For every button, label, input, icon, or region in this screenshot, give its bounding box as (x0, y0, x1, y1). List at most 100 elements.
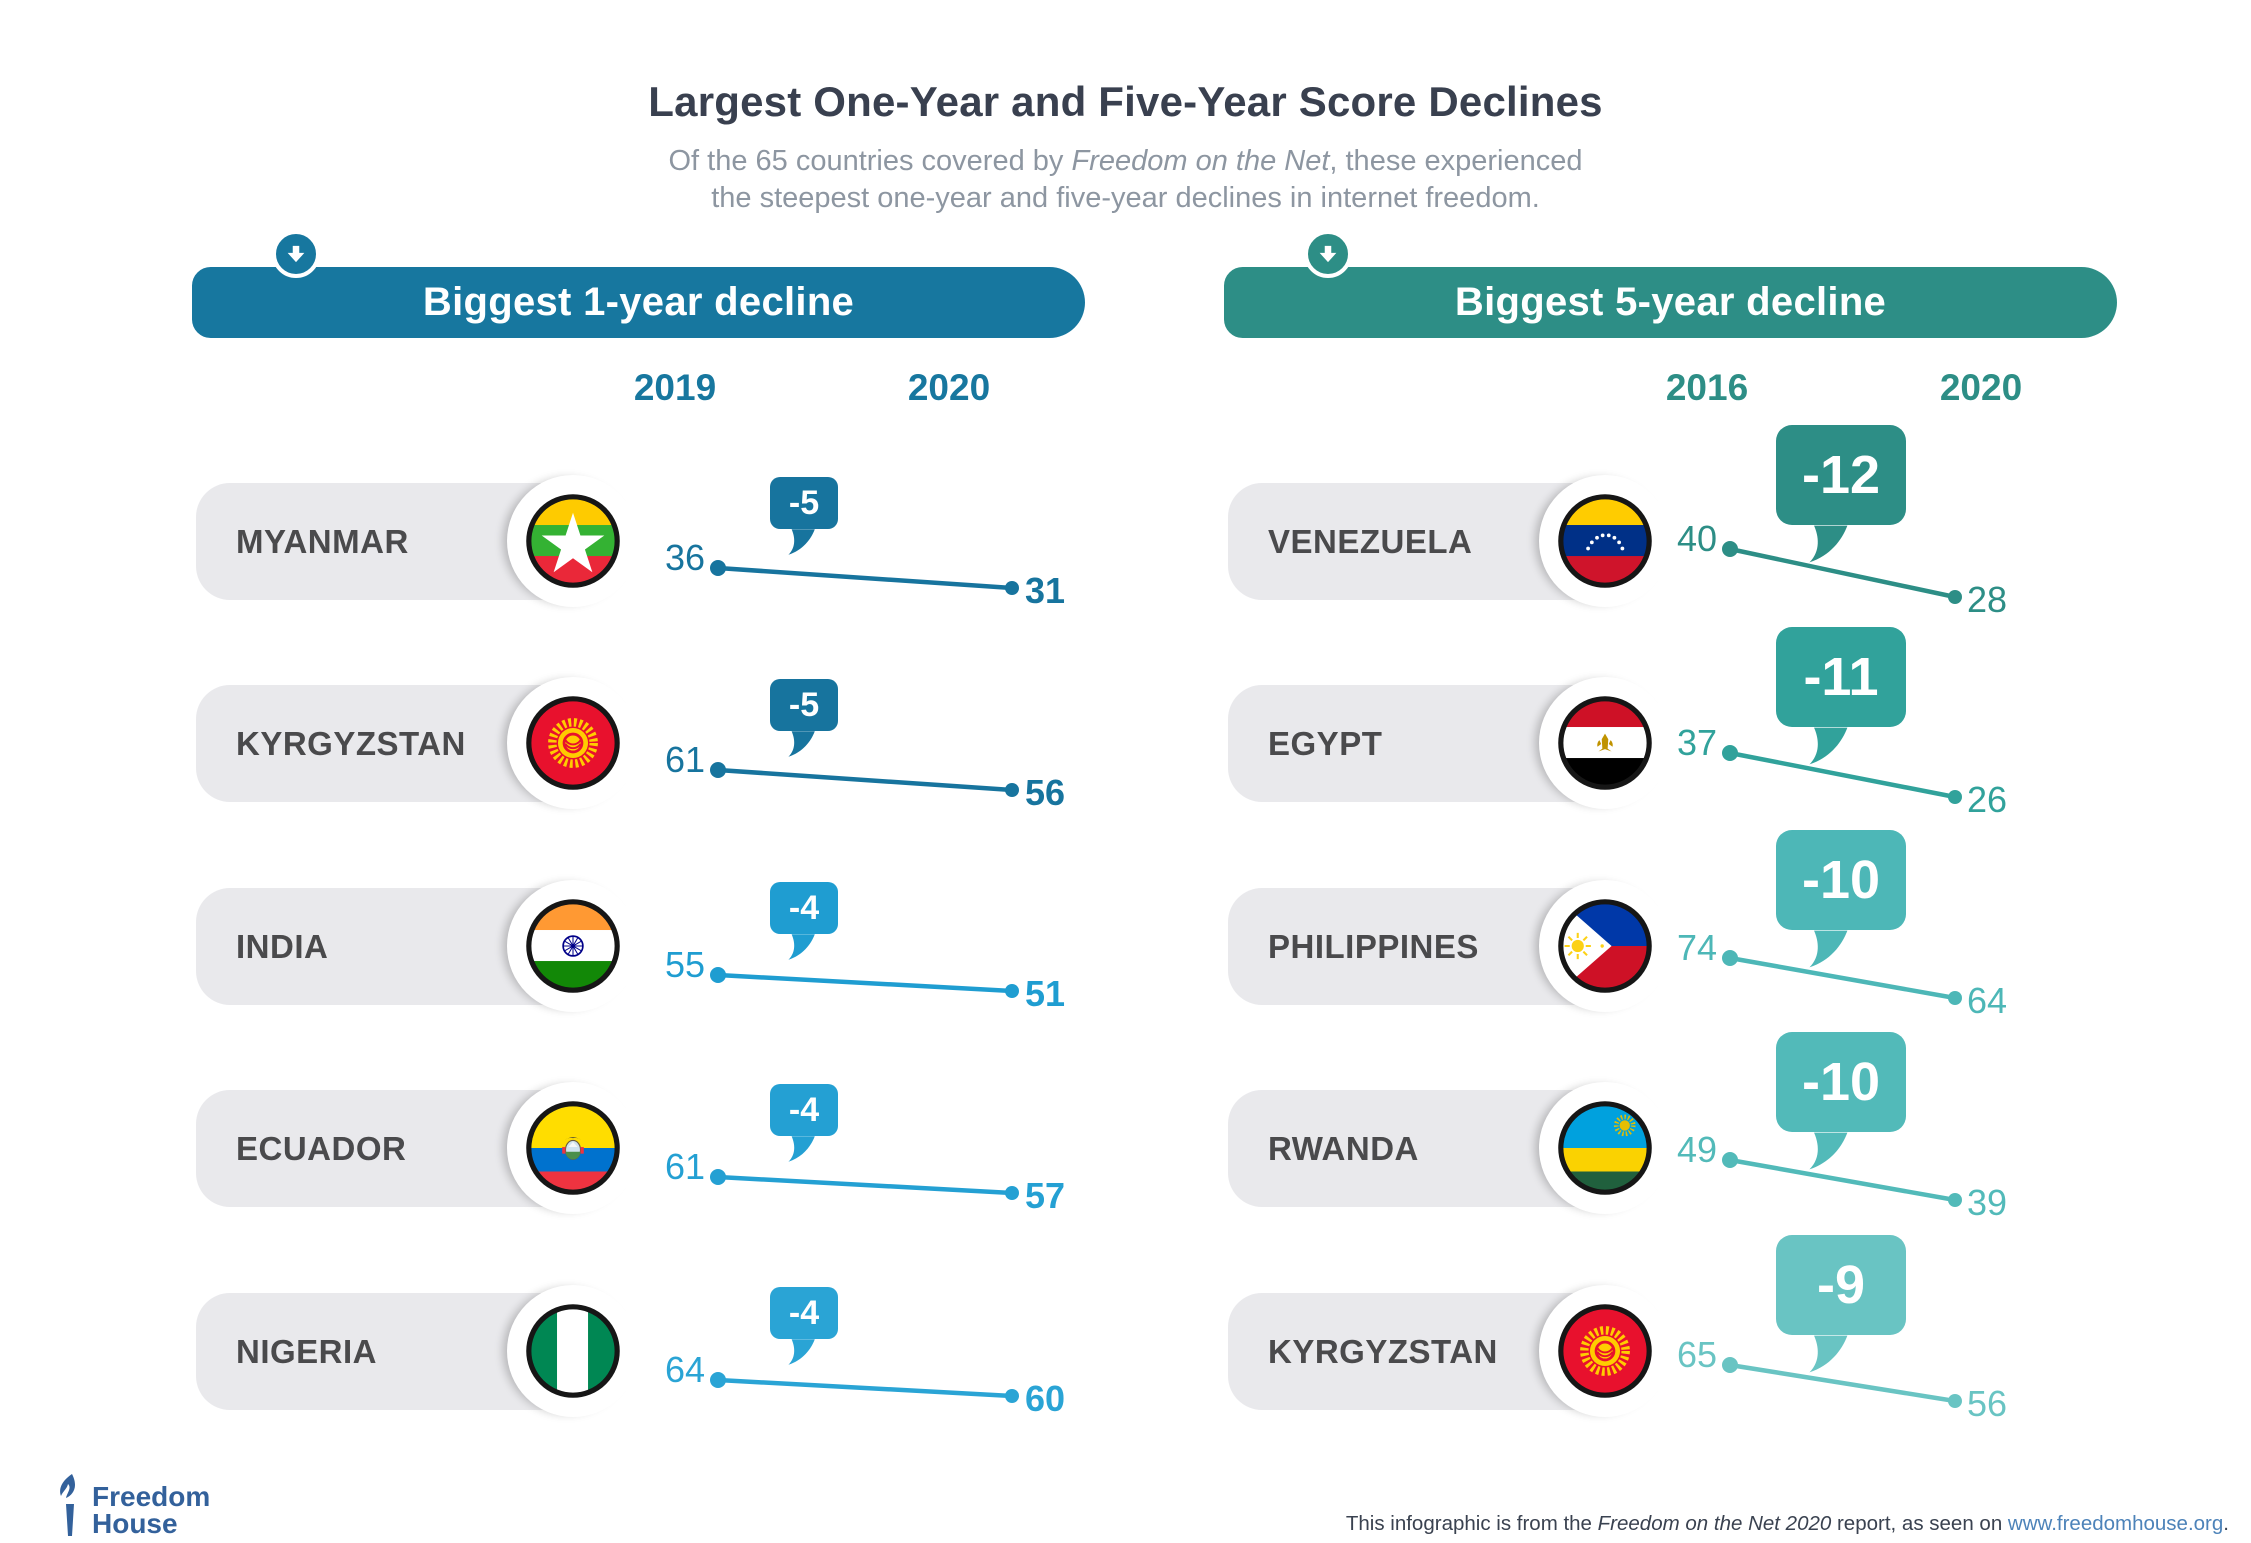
down-arrow-icon (1304, 230, 1352, 278)
score-end: 31 (1025, 570, 1066, 611)
score-start: 61 (664, 739, 705, 780)
badge-tail (1809, 930, 1848, 968)
badge-tail (788, 1136, 815, 1162)
score-end: 51 (1025, 973, 1066, 1014)
trend-line (710, 560, 1019, 595)
one-year-panel: Biggest 1-year decline 2019 2020 MYANMAR… (192, 230, 1092, 1490)
rwanda-flag-icon (1558, 1101, 1652, 1195)
trend-line (1722, 1357, 1962, 1408)
freedom-house-logo: Freedom House (55, 1474, 210, 1538)
badge-tail (1809, 1335, 1848, 1373)
trend-line (710, 762, 1019, 797)
country-label: KYRGYZSTAN (1268, 1332, 1498, 1370)
country-label: ECUADOR (236, 1129, 407, 1167)
attribution-note: This infographic is from the Freedom on … (1345, 1512, 2229, 1535)
delta-badge: -9 (1776, 1235, 1906, 1373)
trend-line (710, 1169, 1019, 1200)
country-label: PHILIPPINES (1268, 927, 1479, 965)
subtitle-line1-pre: Of the 65 countries covered by (668, 145, 1072, 177)
country-label: NIGERIA (236, 1332, 378, 1370)
myanmar-flag-icon (526, 494, 620, 588)
score-end: 56 (1025, 772, 1066, 813)
delta-badge: -10 (1776, 830, 1906, 968)
country-label: VENEZUELA (1268, 522, 1473, 560)
country-label: RWANDA (1268, 1129, 1419, 1167)
logo-text: Freedom House (92, 1481, 211, 1539)
badge-tail (788, 934, 815, 960)
score-start: 49 (1676, 1129, 1717, 1170)
country-label: MYANMAR (236, 522, 409, 560)
freedomhouse-link[interactable]: www.freedomhouse.org (2007, 1512, 2224, 1535)
subtitle-line2: the steepest one-year and five-year decl… (711, 182, 1540, 214)
score-end: 56 (1967, 1383, 2008, 1424)
row-venezuela: VENEZUELA 40 -12 28 (1224, 425, 2124, 668)
row-nigeria: NIGERIA 64 -4 60 (192, 1285, 1092, 1478)
row-philippines: PHILIPPINES 74 -10 64 (1224, 830, 2124, 1073)
row-rwanda: RWANDA 49 -10 39 (1224, 1032, 2124, 1275)
row-kyrgyzstan-1yr: KYRGYZSTAN 61 -5 56 (192, 677, 1092, 870)
venezuela-flag-icon (1558, 494, 1652, 588)
torch-icon (60, 1474, 75, 1536)
score-start: 36 (664, 537, 705, 578)
delta-badge: -5 (770, 477, 838, 555)
trend-line (1722, 541, 1962, 604)
badge-tail (1809, 1132, 1848, 1170)
country-label: EGYPT (1268, 724, 1383, 762)
page-title: Largest One-Year and Five-Year Score Dec… (648, 78, 1603, 126)
trend-line (1722, 950, 1962, 1005)
badge-tail (788, 1339, 815, 1365)
india-flag-icon (526, 899, 620, 993)
kyrgyzstan-flag-icon (1558, 1304, 1652, 1398)
badge-tail (1809, 525, 1848, 563)
year-label-2019: 2019 (633, 367, 717, 408)
score-end: 39 (1967, 1182, 2008, 1223)
row-kyrgyzstan-5yr: KYRGYZSTAN 65 -9 56 (1224, 1235, 2124, 1478)
badge-tail (1809, 727, 1848, 765)
down-arrow-icon (272, 230, 320, 278)
score-end: 26 (1967, 779, 2008, 820)
score-start: 65 (1676, 1334, 1717, 1375)
score-start: 40 (1676, 518, 1717, 559)
score-start: 61 (664, 1146, 705, 1187)
subtitle-line1-post: , these experienced (1329, 145, 1583, 177)
country-label: KYRGYZSTAN (236, 724, 466, 762)
delta-badge: -4 (770, 1287, 838, 1365)
badge-tail (788, 731, 815, 757)
row-myanmar: MYANMAR 36 -5 31 (192, 475, 1092, 668)
score-end: 57 (1025, 1175, 1066, 1216)
egypt-flag-icon (1558, 696, 1652, 790)
row-ecuador: ECUADOR 61 -4 57 (192, 1082, 1092, 1275)
score-end: 60 (1025, 1378, 1066, 1419)
score-end: 28 (1967, 579, 2008, 620)
delta-badge: -10 (1776, 1032, 1906, 1170)
year-label-2020: 2020 (907, 367, 991, 408)
country-label: INDIA (236, 927, 329, 965)
score-start: 55 (664, 944, 705, 985)
trend-line (1722, 745, 1962, 804)
year-label-2020: 2020 (1939, 367, 2023, 408)
delta-badge: -4 (770, 1084, 838, 1162)
kyrgyzstan-flag-icon (526, 696, 620, 790)
trend-line (710, 967, 1019, 998)
subtitle-line1-italic: Freedom on the Net (1071, 145, 1330, 177)
row-india: INDIA 55 -4 51 (192, 880, 1092, 1073)
philippines-flag-icon (1558, 899, 1652, 993)
score-start: 64 (664, 1349, 705, 1390)
five-year-header-bar: Biggest 5-year decline (1224, 267, 2117, 338)
score-start: 37 (1676, 722, 1717, 763)
row-egypt: EGYPT 37 -11 26 (1224, 627, 2124, 870)
trend-line (710, 1372, 1019, 1403)
five-year-panel: Biggest 5-year decline 2016 2020 VENEZUE… (1224, 230, 2124, 1490)
score-end: 64 (1967, 980, 2008, 1021)
delta-badge: -5 (770, 679, 838, 757)
score-start: 74 (1676, 927, 1717, 968)
delta-badge: -12 (1776, 425, 1906, 563)
trend-line (1722, 1152, 1962, 1207)
delta-badge: -11 (1776, 627, 1906, 765)
nigeria-flag-icon (526, 1304, 620, 1398)
year-label-2016: 2016 (1665, 367, 1749, 408)
delta-badge: -4 (770, 882, 838, 960)
ecuador-flag-icon (526, 1101, 620, 1195)
subtitle: Of the 65 countries covered by Freedom o… (0, 143, 2251, 217)
